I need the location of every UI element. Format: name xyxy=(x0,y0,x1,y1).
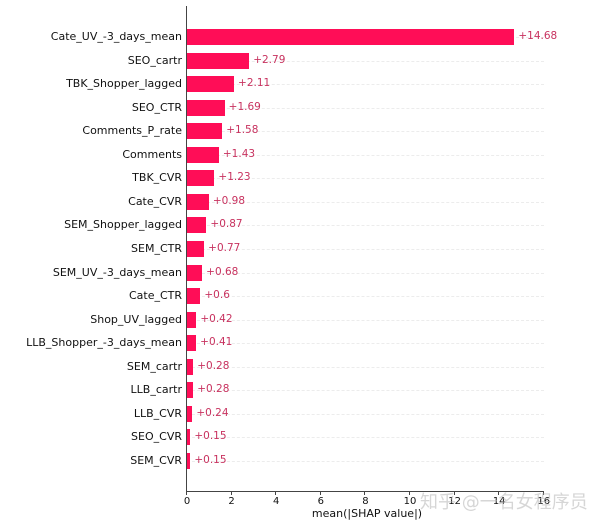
category-label: Comments xyxy=(122,147,182,161)
x-tick xyxy=(186,491,187,495)
row-guide xyxy=(187,437,544,439)
value-label: +0.77 xyxy=(208,241,241,254)
value-label: +2.79 xyxy=(253,53,286,66)
row-guide xyxy=(187,319,544,321)
x-tick xyxy=(409,491,410,495)
row-guide xyxy=(187,248,544,250)
x-tick xyxy=(275,491,277,495)
x-tick xyxy=(230,491,232,495)
row-guide xyxy=(187,107,544,109)
row-guide xyxy=(187,84,544,86)
category-label: Comments_P_rate xyxy=(82,124,182,138)
value-label: +1.23 xyxy=(218,171,251,184)
x-tick xyxy=(498,491,500,495)
x-tick-label: 10 xyxy=(403,496,417,507)
value-label: +0.15 xyxy=(194,453,227,466)
bar xyxy=(187,311,197,328)
x-axis-label: mean(|SHAP value|) xyxy=(311,507,423,520)
value-label: +0.24 xyxy=(196,406,229,419)
x-tick xyxy=(319,491,321,495)
bar xyxy=(187,382,194,399)
watermark: 知乎 @一名女程序员 xyxy=(420,492,588,513)
x-tick-label: 6 xyxy=(317,496,324,507)
category-label: LLB_CVR xyxy=(133,406,182,420)
row-guide xyxy=(187,413,544,415)
category-label: SEM_Shopper_lagged xyxy=(64,218,182,232)
value-label: +2.11 xyxy=(238,77,271,90)
category-label: SEM_CTR xyxy=(131,241,182,255)
value-label: +0.98 xyxy=(212,194,246,207)
bar xyxy=(187,217,207,234)
category-label: SEM_cartr xyxy=(126,359,182,373)
bar xyxy=(187,146,219,163)
bar xyxy=(187,52,250,69)
category-label: Cate_CTR xyxy=(128,289,182,303)
category-label: SEM_CVR xyxy=(130,453,182,467)
value-label: +0.41 xyxy=(200,336,233,349)
value-label: +0.68 xyxy=(206,265,239,278)
category-label: SEO_CVR xyxy=(131,430,182,444)
x-tick-label: 12 xyxy=(448,496,461,507)
bar xyxy=(187,452,191,469)
value-label: +0.15 xyxy=(194,430,227,443)
y-axis-line xyxy=(186,6,187,492)
row-guide xyxy=(187,460,544,462)
bar xyxy=(187,170,215,187)
category-label: Cate_CVR xyxy=(128,194,182,208)
row-guide xyxy=(187,178,544,180)
category-label: TBK_CVR xyxy=(132,171,182,185)
category-label: SEO_CTR xyxy=(131,100,182,114)
row-guide xyxy=(187,225,544,227)
row-guide xyxy=(187,60,544,62)
x-tick-label: 4 xyxy=(273,496,280,507)
value-label: +0.6 xyxy=(204,289,230,302)
x-tick-label: 14 xyxy=(492,496,506,507)
bar xyxy=(187,123,223,140)
category-label: LLB_cartr xyxy=(130,383,182,397)
x-tick xyxy=(364,491,366,495)
x-tick xyxy=(542,491,544,495)
bar xyxy=(187,76,235,93)
value-label: +14.68 xyxy=(518,30,558,42)
bar xyxy=(187,405,193,422)
bar xyxy=(187,335,197,352)
bar xyxy=(187,29,515,45)
value-label: +1.69 xyxy=(228,100,261,113)
row-guide xyxy=(187,154,544,156)
value-label: +1.58 xyxy=(226,124,259,137)
bar xyxy=(187,429,191,446)
x-tick-label: 0 xyxy=(183,496,191,507)
bar xyxy=(187,358,194,375)
value-label: +0.28 xyxy=(197,383,230,396)
x-tick-label: 8 xyxy=(362,496,369,507)
x-tick-label: 2 xyxy=(228,496,235,507)
row-guide xyxy=(187,343,544,345)
bar xyxy=(187,264,203,281)
value-label: +1.43 xyxy=(222,147,256,160)
row-guide xyxy=(187,131,544,133)
category-label: TBK_Shopper_lagged xyxy=(66,77,182,91)
bar xyxy=(187,193,209,210)
value-label: +0.28 xyxy=(197,359,230,372)
row-guide xyxy=(187,366,544,368)
bar xyxy=(187,288,201,305)
category-label: LLB_Shopper_-3_days_mean xyxy=(26,336,182,350)
bar xyxy=(187,240,205,257)
x-tick xyxy=(453,491,455,495)
row-guide xyxy=(187,390,544,392)
row-guide xyxy=(187,272,544,274)
category-label: Shop_UV_lagged xyxy=(90,312,182,326)
row-guide xyxy=(187,296,544,298)
category-label: SEO_cartr xyxy=(127,53,182,67)
bar xyxy=(187,99,225,116)
x-tick-label: 16 xyxy=(537,496,551,507)
row-guide xyxy=(187,201,544,203)
category-label: Cate_UV_-3_days_mean xyxy=(50,30,182,43)
category-label: SEM_UV_-3_days_mean xyxy=(52,265,182,279)
value-label: +0.87 xyxy=(210,218,243,231)
value-label: +0.42 xyxy=(200,312,233,325)
